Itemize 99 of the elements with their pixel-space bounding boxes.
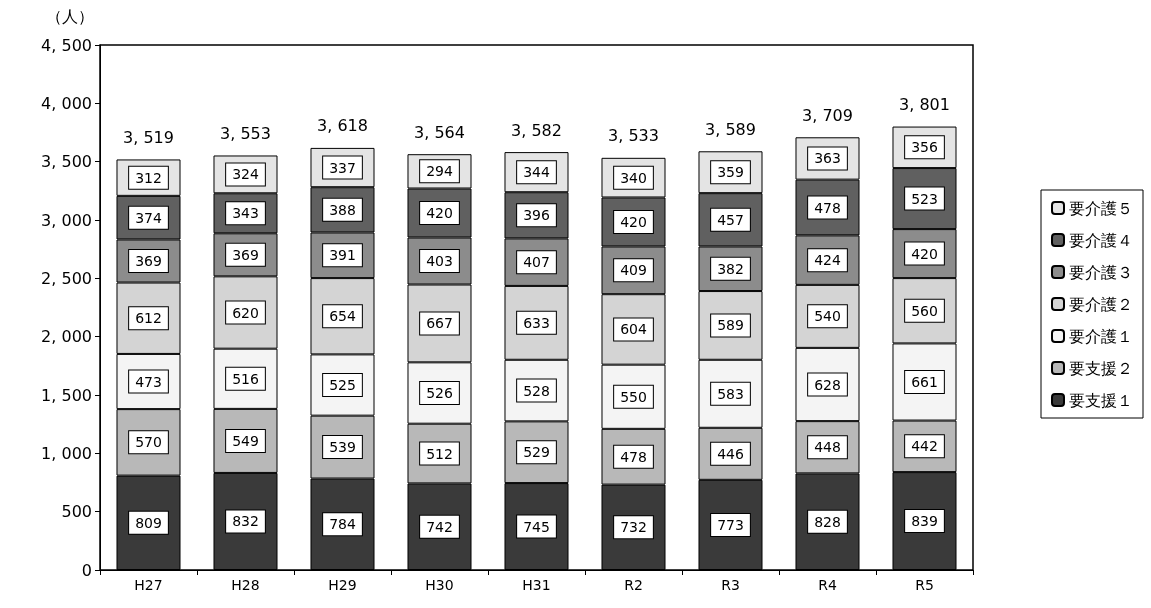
data-label: 388 [329,201,356,218]
total-label: 3, 618 [317,116,368,136]
x-tick-label: R4 [818,577,837,593]
x-tick-label: R5 [915,577,934,593]
data-label: 512 [426,445,453,462]
y-tick-label: 4, 500 [41,35,92,55]
data-label: 294 [426,163,453,180]
data-label: 828 [814,513,841,530]
x-tick-label: R3 [721,577,740,593]
legend-label: 要支援１ [1069,390,1133,410]
total-label: 3, 801 [899,95,950,115]
x-tick-label: H28 [231,577,260,593]
total-label: 3, 589 [705,119,756,139]
data-label: 654 [329,308,356,325]
y-tick-label: 0 [81,560,92,580]
data-label: 324 [232,166,259,183]
data-label: 442 [911,438,938,455]
data-label: 369 [232,246,259,263]
data-label: 478 [814,199,841,216]
total-label: 3, 709 [802,105,853,125]
data-label: 540 [814,308,841,325]
data-label: 420 [426,205,453,221]
x-tick-label: R2 [624,577,643,593]
data-label: 359 [717,164,744,181]
data-label: 620 [232,304,259,321]
data-label: 363 [814,150,841,167]
data-label: 457 [717,211,744,228]
y-tick-label: 4, 000 [41,93,92,113]
total-label: 3, 533 [608,126,659,146]
data-label: 832 [232,513,259,530]
data-label: 839 [911,513,938,530]
data-label: 516 [232,370,259,387]
x-tick-label: H29 [328,577,357,593]
data-label: 473 [135,373,162,390]
data-label: 633 [523,314,550,331]
data-label: 528 [523,382,550,399]
data-label: 344 [523,164,550,181]
data-label: 523 [911,190,938,207]
legend-label: 要介護１ [1069,326,1133,346]
data-label: 784 [329,516,356,533]
data-label: 529 [523,444,550,461]
data-label: 525 [329,377,356,394]
data-label: 374 [135,209,162,226]
data-label: 312 [135,169,162,186]
data-label: 409 [620,262,647,279]
data-label: 809 [135,514,162,531]
data-label: 560 [911,302,938,319]
data-label: 549 [232,432,259,449]
legend-label: 要介護４ [1069,230,1133,250]
total-label: 3, 553 [220,123,271,143]
data-label: 382 [717,260,744,277]
data-label: 337 [329,159,356,176]
data-label: 340 [620,169,647,186]
data-label: 773 [717,516,744,533]
data-label: 407 [523,254,550,271]
data-label: 343 [232,205,259,222]
data-label: 742 [426,518,453,535]
data-label: 369 [135,253,162,270]
y-tick-label: 2, 500 [41,268,92,288]
data-label: 403 [426,253,453,270]
x-tick-label: H30 [425,577,454,593]
y-tick-label: 3, 000 [41,210,92,230]
data-label: 732 [620,519,647,536]
data-label: 391 [329,247,356,264]
data-label: 583 [717,385,744,402]
data-label: 526 [426,385,453,402]
data-label: 539 [329,439,356,456]
x-tick-label: H31 [522,577,551,593]
x-tick-label: H27 [134,577,163,593]
data-label: 420 [620,213,647,230]
data-label: 478 [620,448,647,465]
total-label: 3, 564 [414,122,465,142]
y-tick-label: 3, 500 [41,152,92,172]
data-label: 628 [814,376,841,393]
data-label: 446 [717,445,744,462]
y-axis-title: （人） [46,6,94,26]
y-tick-label: 1, 000 [41,443,92,463]
y-tick-label: 500 [61,502,92,522]
total-label: 3, 519 [123,127,174,147]
data-label: 661 [911,373,938,390]
legend-label: 要支援２ [1069,358,1133,378]
data-label: 550 [620,388,647,405]
total-label: 3, 582 [511,120,562,140]
data-label: 424 [814,252,841,269]
y-tick-label: 2, 000 [41,327,92,347]
data-label: 396 [523,207,550,224]
legend-label: 要介護５ [1069,198,1133,218]
y-tick-label: 1, 500 [41,385,92,405]
data-label: 604 [620,321,647,338]
data-label: 448 [814,439,841,456]
data-label: 612 [135,310,162,327]
data-label: 667 [426,315,453,332]
data-label: 745 [523,518,550,535]
legend-label: 要介護３ [1069,262,1133,282]
data-label: 356 [911,139,938,156]
legend-label: 要介護２ [1069,294,1133,314]
data-label: 570 [135,434,162,451]
data-label: 589 [717,317,744,334]
data-label: 420 [911,245,938,262]
